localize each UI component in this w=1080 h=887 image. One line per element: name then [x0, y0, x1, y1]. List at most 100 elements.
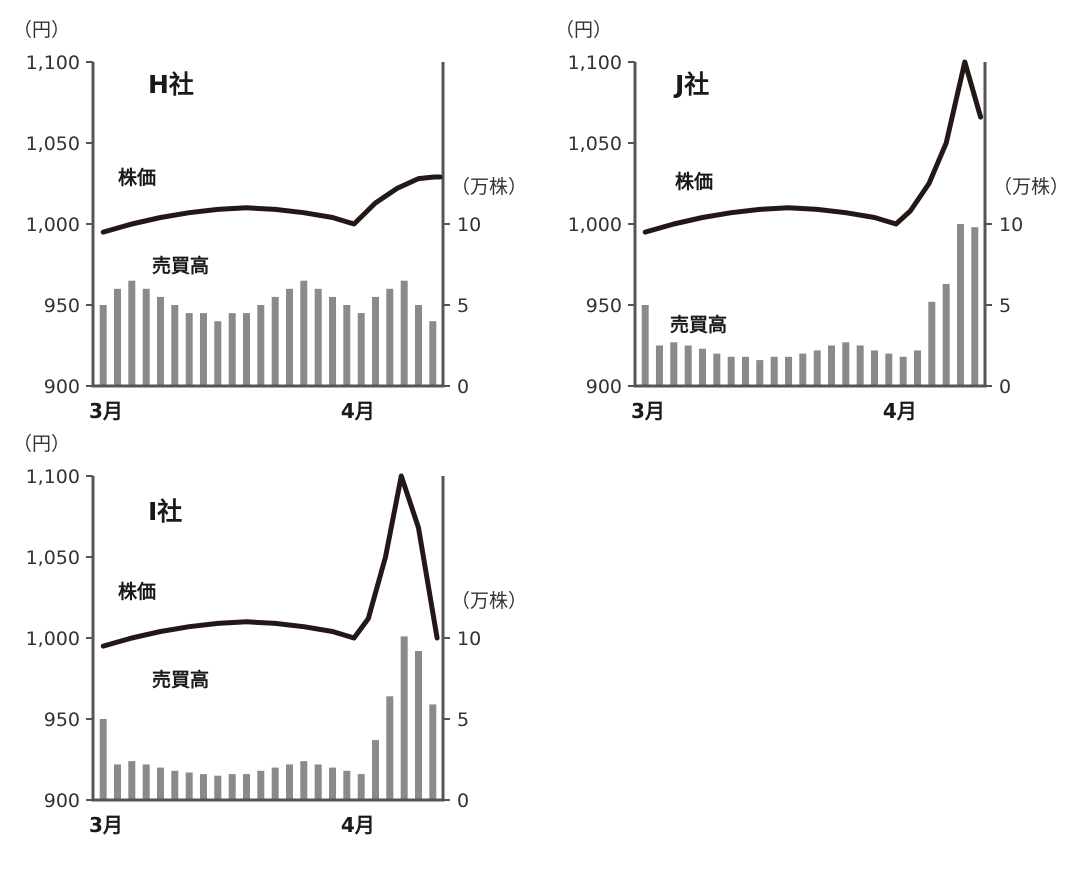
left-tick-label: 1,050 [26, 133, 80, 155]
volume-bar [928, 301, 936, 386]
volume-bar [429, 704, 437, 800]
volume-bar [142, 288, 150, 386]
volume-bar [971, 227, 979, 386]
price-line [100, 174, 443, 235]
left-tick-label: 1,100 [568, 52, 622, 74]
volume-bar [372, 740, 379, 800]
volume-bar [727, 356, 735, 386]
volume-bar [813, 350, 821, 386]
right-tick-label: 0 [999, 376, 1011, 398]
volume-bar [286, 288, 293, 386]
volume-bar [185, 313, 193, 386]
price-line [100, 473, 440, 649]
price-line [642, 59, 984, 235]
left-tick-label: 1,000 [568, 214, 622, 236]
left-tick-label: 950 [44, 709, 80, 731]
volume-bar [243, 774, 250, 800]
left-tick-label: 1,100 [26, 466, 80, 488]
volume-bar [942, 283, 950, 386]
volume-bar [257, 305, 265, 386]
chart-title: J社 [673, 70, 709, 99]
volume-bar [357, 774, 365, 800]
volume-bar [200, 774, 207, 800]
volume-bar [157, 296, 164, 386]
volume-bar [842, 342, 850, 386]
volume-bar [228, 313, 236, 386]
volume-bar [300, 280, 308, 386]
volume-bar [200, 313, 207, 386]
panel-h: 900 950 1,000 1,050 1,100 0 5 10 （円） （万株） 3月 4月 H社株価… [13, 19, 527, 423]
volume-bar [400, 280, 408, 386]
volume-bar [785, 356, 792, 386]
volume-bar [214, 775, 222, 800]
volume-bar [343, 770, 351, 800]
right-tick-label: 0 [457, 376, 469, 398]
volume-bar [286, 764, 293, 800]
volume-bar [171, 770, 179, 800]
volume-bar [214, 321, 222, 386]
right-tick-label: 0 [457, 790, 469, 812]
volume-bar [856, 345, 864, 386]
right-tick-label: 10 [457, 214, 481, 236]
volume-bar [641, 305, 649, 386]
volume-bar [329, 767, 336, 800]
volume-bar [957, 224, 964, 386]
volume-bar [343, 305, 351, 386]
left-tick-label: 900 [44, 376, 80, 398]
volume-bar [243, 313, 250, 386]
month-label: 4月 [341, 399, 375, 423]
volume-bar [185, 772, 193, 800]
volume-bar [656, 345, 663, 386]
volume-bar [329, 296, 336, 386]
volume-bar [99, 719, 107, 800]
volume-bar [114, 764, 121, 800]
volume-label: 売買高 [152, 254, 209, 277]
month-label: 3月 [631, 399, 665, 423]
left-unit-label: （円） [13, 19, 70, 41]
volume-bar [670, 342, 678, 386]
price-label: 株価 [118, 580, 156, 603]
right-unit-label: （万株） [993, 176, 1069, 198]
volume-bar [386, 288, 394, 386]
right-tick-label: 5 [457, 295, 469, 317]
volume-bar [899, 356, 907, 386]
volume-bar [429, 321, 437, 386]
volume-bar [742, 356, 749, 386]
volume-bar [142, 764, 150, 800]
volume-bar [756, 360, 764, 386]
panel-j: 900 950 1,000 1,050 1,100 0 5 10 （円） （万株） 3月 4月 J社株価… [555, 19, 1069, 423]
left-tick-label: 1,000 [26, 214, 80, 236]
left-tick-label: 1,050 [26, 547, 80, 569]
volume-bar [713, 353, 721, 386]
volume-bar [699, 348, 706, 386]
volume-bar [400, 636, 408, 800]
left-tick-label: 900 [44, 790, 80, 812]
volume-bar [271, 296, 279, 386]
left-tick-label: 1,000 [26, 628, 80, 650]
month-label: 3月 [89, 813, 123, 837]
left-unit-label: （円） [13, 433, 70, 455]
volume-label: 売買高 [670, 313, 727, 336]
volume-bar [300, 761, 308, 800]
volume-bar [372, 296, 379, 386]
volume-label: 売買高 [152, 668, 209, 691]
right-unit-label: （万株） [451, 176, 527, 198]
volume-bar [99, 305, 107, 386]
left-tick-label: 900 [586, 376, 622, 398]
right-tick-label: 10 [457, 628, 481, 650]
volume-bar [885, 353, 893, 386]
volume-bar [770, 356, 778, 386]
left-tick-label: 950 [586, 295, 622, 317]
price-label: 株価 [675, 170, 713, 193]
left-tick-label: 1,100 [26, 52, 80, 74]
volume-bar [799, 353, 807, 386]
volume-bar [257, 770, 265, 800]
right-unit-label: （万株） [451, 590, 527, 612]
volume-bar [415, 651, 422, 800]
price-label: 株価 [118, 166, 156, 189]
volume-bar [357, 313, 365, 386]
right-tick-label: 5 [999, 295, 1011, 317]
volume-bar [128, 280, 136, 386]
left-tick-label: 950 [44, 295, 80, 317]
